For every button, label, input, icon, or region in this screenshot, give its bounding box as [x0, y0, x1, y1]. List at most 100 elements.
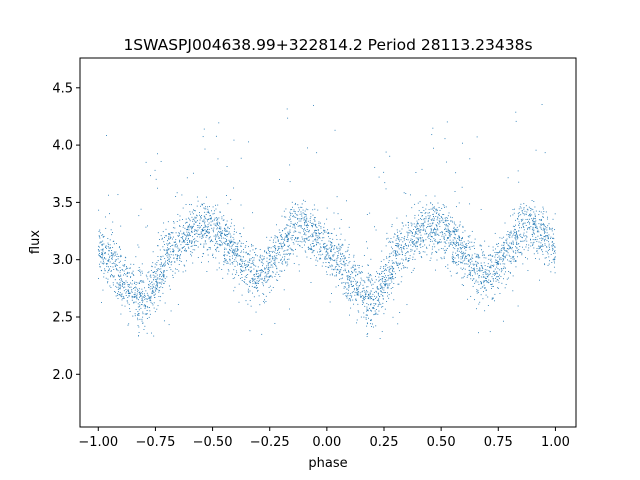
- data-point: [375, 290, 377, 292]
- data-point: [188, 234, 190, 236]
- data-point: [350, 300, 352, 302]
- data-point: [264, 250, 266, 252]
- data-point: [295, 214, 297, 216]
- data-point: [452, 221, 453, 223]
- data-point: [232, 252, 234, 254]
- data-point: [397, 283, 399, 285]
- data-point: [245, 283, 247, 285]
- data-point: [262, 263, 264, 265]
- data-point: [502, 320, 504, 322]
- data-point: [206, 271, 208, 272]
- data-point: [100, 249, 102, 251]
- data-point: [171, 261, 173, 263]
- data-point: [157, 270, 159, 271]
- data-point: [289, 247, 291, 249]
- data-point: [213, 227, 215, 229]
- data-point: [115, 267, 117, 269]
- data-point: [449, 232, 451, 234]
- data-point: [120, 275, 122, 277]
- data-point: [230, 222, 232, 224]
- data-point: [480, 208, 482, 210]
- data-point: [303, 229, 305, 230]
- data-point: [157, 245, 159, 247]
- data-point: [103, 257, 105, 259]
- data-point: [229, 249, 231, 251]
- data-point: [491, 256, 493, 257]
- data-point: [176, 221, 178, 222]
- data-point: [510, 262, 512, 264]
- data-point: [211, 239, 213, 241]
- data-point: [260, 272, 262, 274]
- data-point: [275, 248, 277, 250]
- data-point: [433, 238, 435, 240]
- data-point: [329, 244, 331, 246]
- data-point: [131, 295, 133, 297]
- data-point: [170, 236, 172, 238]
- data-point: [219, 211, 221, 213]
- data-point: [426, 227, 427, 229]
- data-point: [407, 244, 409, 246]
- data-point: [252, 212, 254, 214]
- data-point: [339, 269, 341, 271]
- data-point: [534, 215, 536, 217]
- data-point: [377, 293, 379, 295]
- data-point: [264, 251, 265, 253]
- data-point: [109, 261, 111, 263]
- data-point: [417, 230, 419, 232]
- data-point: [387, 284, 389, 286]
- data-point: [229, 259, 231, 260]
- data-point: [361, 279, 363, 281]
- data-point: [115, 254, 116, 256]
- data-point: [369, 296, 371, 298]
- data-point: [344, 265, 346, 267]
- data-point: [388, 241, 390, 243]
- data-point: [286, 261, 288, 263]
- data-point: [344, 239, 346, 241]
- data-point: [360, 316, 362, 318]
- data-point: [313, 104, 314, 106]
- data-point: [447, 228, 449, 230]
- data-point: [529, 218, 531, 220]
- data-point: [184, 227, 186, 229]
- data-point: [102, 289, 104, 291]
- data-point: [114, 252, 116, 254]
- data-point: [425, 246, 427, 248]
- data-point: [347, 282, 349, 284]
- data-point: [428, 208, 430, 210]
- data-point: [246, 241, 248, 242]
- data-point: [378, 279, 380, 281]
- data-point: [497, 252, 499, 254]
- data-point: [184, 234, 186, 235]
- data-point: [442, 204, 444, 205]
- data-point: [374, 295, 376, 297]
- data-point: [542, 238, 544, 240]
- data-point: [184, 240, 185, 242]
- data-point: [307, 147, 308, 149]
- data-point: [351, 285, 353, 287]
- data-point: [397, 323, 399, 325]
- data-point: [141, 270, 143, 272]
- data-point: [455, 231, 457, 232]
- data-point: [297, 241, 299, 242]
- data-point: [416, 220, 418, 222]
- data-point: [356, 289, 358, 291]
- data-point: [253, 264, 255, 266]
- data-point: [131, 291, 133, 293]
- data-point: [183, 225, 184, 226]
- data-point: [166, 250, 168, 252]
- data-point: [268, 266, 270, 268]
- data-point: [162, 273, 164, 275]
- data-point: [543, 239, 545, 241]
- data-point: [144, 287, 145, 289]
- data-point: [349, 314, 350, 316]
- data-point: [167, 244, 169, 246]
- data-point: [443, 257, 445, 259]
- data-point: [378, 280, 380, 282]
- data-point: [158, 268, 160, 270]
- data-point: [348, 226, 350, 228]
- data-point: [300, 211, 302, 213]
- data-point: [304, 250, 306, 252]
- data-point: [259, 254, 261, 256]
- data-point: [398, 248, 400, 250]
- data-point: [341, 245, 343, 247]
